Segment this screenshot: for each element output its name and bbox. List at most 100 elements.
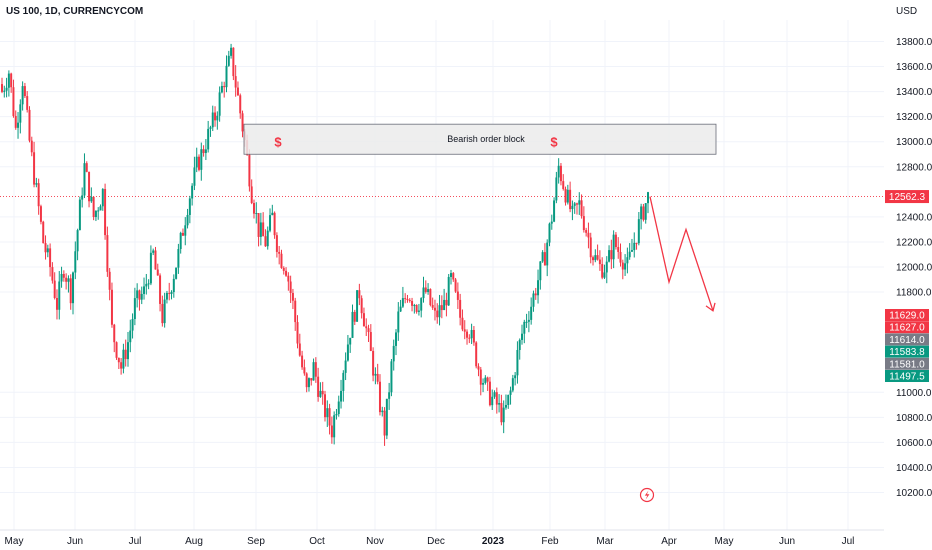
candle-body	[408, 299, 411, 301]
candle-body	[628, 251, 631, 258]
candle-body	[184, 225, 187, 236]
candle-body	[392, 345, 395, 362]
candle-body	[133, 298, 136, 320]
candle-body	[181, 232, 184, 236]
candle-body	[596, 255, 599, 260]
candle-body	[161, 303, 164, 324]
candle-body	[461, 317, 464, 330]
candle-body	[621, 262, 624, 270]
candle-body	[108, 271, 111, 290]
candle-body	[573, 203, 576, 206]
candle-body	[445, 299, 448, 306]
candle-body	[404, 298, 407, 300]
candle-body	[159, 275, 162, 304]
lightning-icon[interactable]	[639, 487, 655, 503]
candle-body	[23, 86, 26, 97]
candle-body	[138, 290, 141, 300]
candle-body	[362, 313, 365, 327]
candle-body	[305, 373, 308, 388]
candle-body	[422, 287, 425, 299]
x-tick-label: Jul	[129, 536, 142, 547]
candle-body	[644, 203, 647, 220]
candle-body	[216, 115, 219, 121]
candle-body	[555, 177, 558, 201]
candle-body	[431, 304, 434, 308]
candle-body	[372, 350, 375, 376]
projection-arrowhead	[705, 302, 716, 312]
candle-body	[88, 171, 91, 202]
candle-body	[46, 248, 49, 253]
candle-body	[367, 328, 370, 333]
candle-body	[569, 189, 572, 210]
candle-body	[516, 349, 519, 376]
candle-body	[385, 398, 388, 436]
candle-body	[67, 278, 70, 282]
candle-body	[44, 243, 47, 253]
candle-body	[550, 221, 553, 224]
candle-body	[280, 253, 283, 268]
price-badge-label: 11627.0	[889, 323, 925, 334]
candle-body	[401, 298, 404, 307]
candle-body	[257, 213, 260, 237]
candle-body	[39, 206, 42, 222]
candle-body	[177, 249, 180, 268]
candle-body	[188, 198, 191, 215]
candle-body	[454, 279, 457, 292]
candle-body	[113, 324, 116, 343]
candle-body	[110, 289, 113, 325]
candle-body	[42, 221, 45, 244]
price-badge	[885, 321, 929, 334]
candle-body	[26, 96, 29, 110]
candle-body	[328, 408, 331, 426]
candle-body	[175, 267, 178, 279]
x-tick-label: Nov	[366, 536, 384, 547]
candle-body	[340, 390, 343, 402]
price-badge-label: 11583.8	[889, 347, 925, 358]
candle-body	[504, 404, 507, 408]
candle-body	[353, 311, 356, 322]
candle-body	[482, 382, 485, 385]
candle-body	[30, 140, 33, 153]
candle-body	[479, 369, 482, 385]
candle-body	[647, 192, 649, 204]
candle-body	[115, 342, 118, 358]
candle-body	[225, 65, 228, 88]
candle-body	[168, 292, 171, 294]
candle-body	[278, 251, 281, 254]
candle-body	[518, 339, 521, 350]
candle-body	[500, 403, 503, 423]
candle-body	[191, 185, 194, 199]
y-tick-label: 10800.0	[896, 413, 932, 424]
x-tick-label: Mar	[596, 536, 614, 547]
candle-body	[289, 281, 292, 293]
candle-body	[186, 214, 189, 226]
x-tick-label: Sep	[247, 536, 265, 547]
candle-body	[342, 372, 345, 391]
candle-body	[19, 104, 22, 123]
candle-body	[324, 394, 326, 418]
candle-body	[81, 195, 84, 200]
candle-body	[317, 376, 320, 397]
candle-body	[275, 235, 278, 252]
candle-body	[633, 242, 636, 251]
candle-body	[534, 293, 537, 296]
candle-body	[236, 87, 239, 96]
candle-body	[617, 247, 620, 252]
y-tick-label: 12200.0	[896, 237, 932, 248]
candle-body	[287, 275, 290, 282]
y-tick-label: 12000.0	[896, 263, 932, 274]
candle-body	[429, 289, 432, 305]
candle-body	[502, 407, 505, 423]
candle-body	[211, 112, 214, 128]
candle-body	[126, 342, 129, 360]
x-tick-label: Apr	[661, 536, 677, 547]
x-tick-label: Dec	[427, 536, 445, 547]
candle-body	[546, 242, 549, 266]
candle-body	[365, 326, 368, 329]
candle-body	[358, 290, 361, 299]
price-badge	[885, 345, 929, 358]
candle-body	[209, 127, 212, 129]
candle-body	[571, 205, 574, 210]
candle-body	[131, 319, 134, 331]
